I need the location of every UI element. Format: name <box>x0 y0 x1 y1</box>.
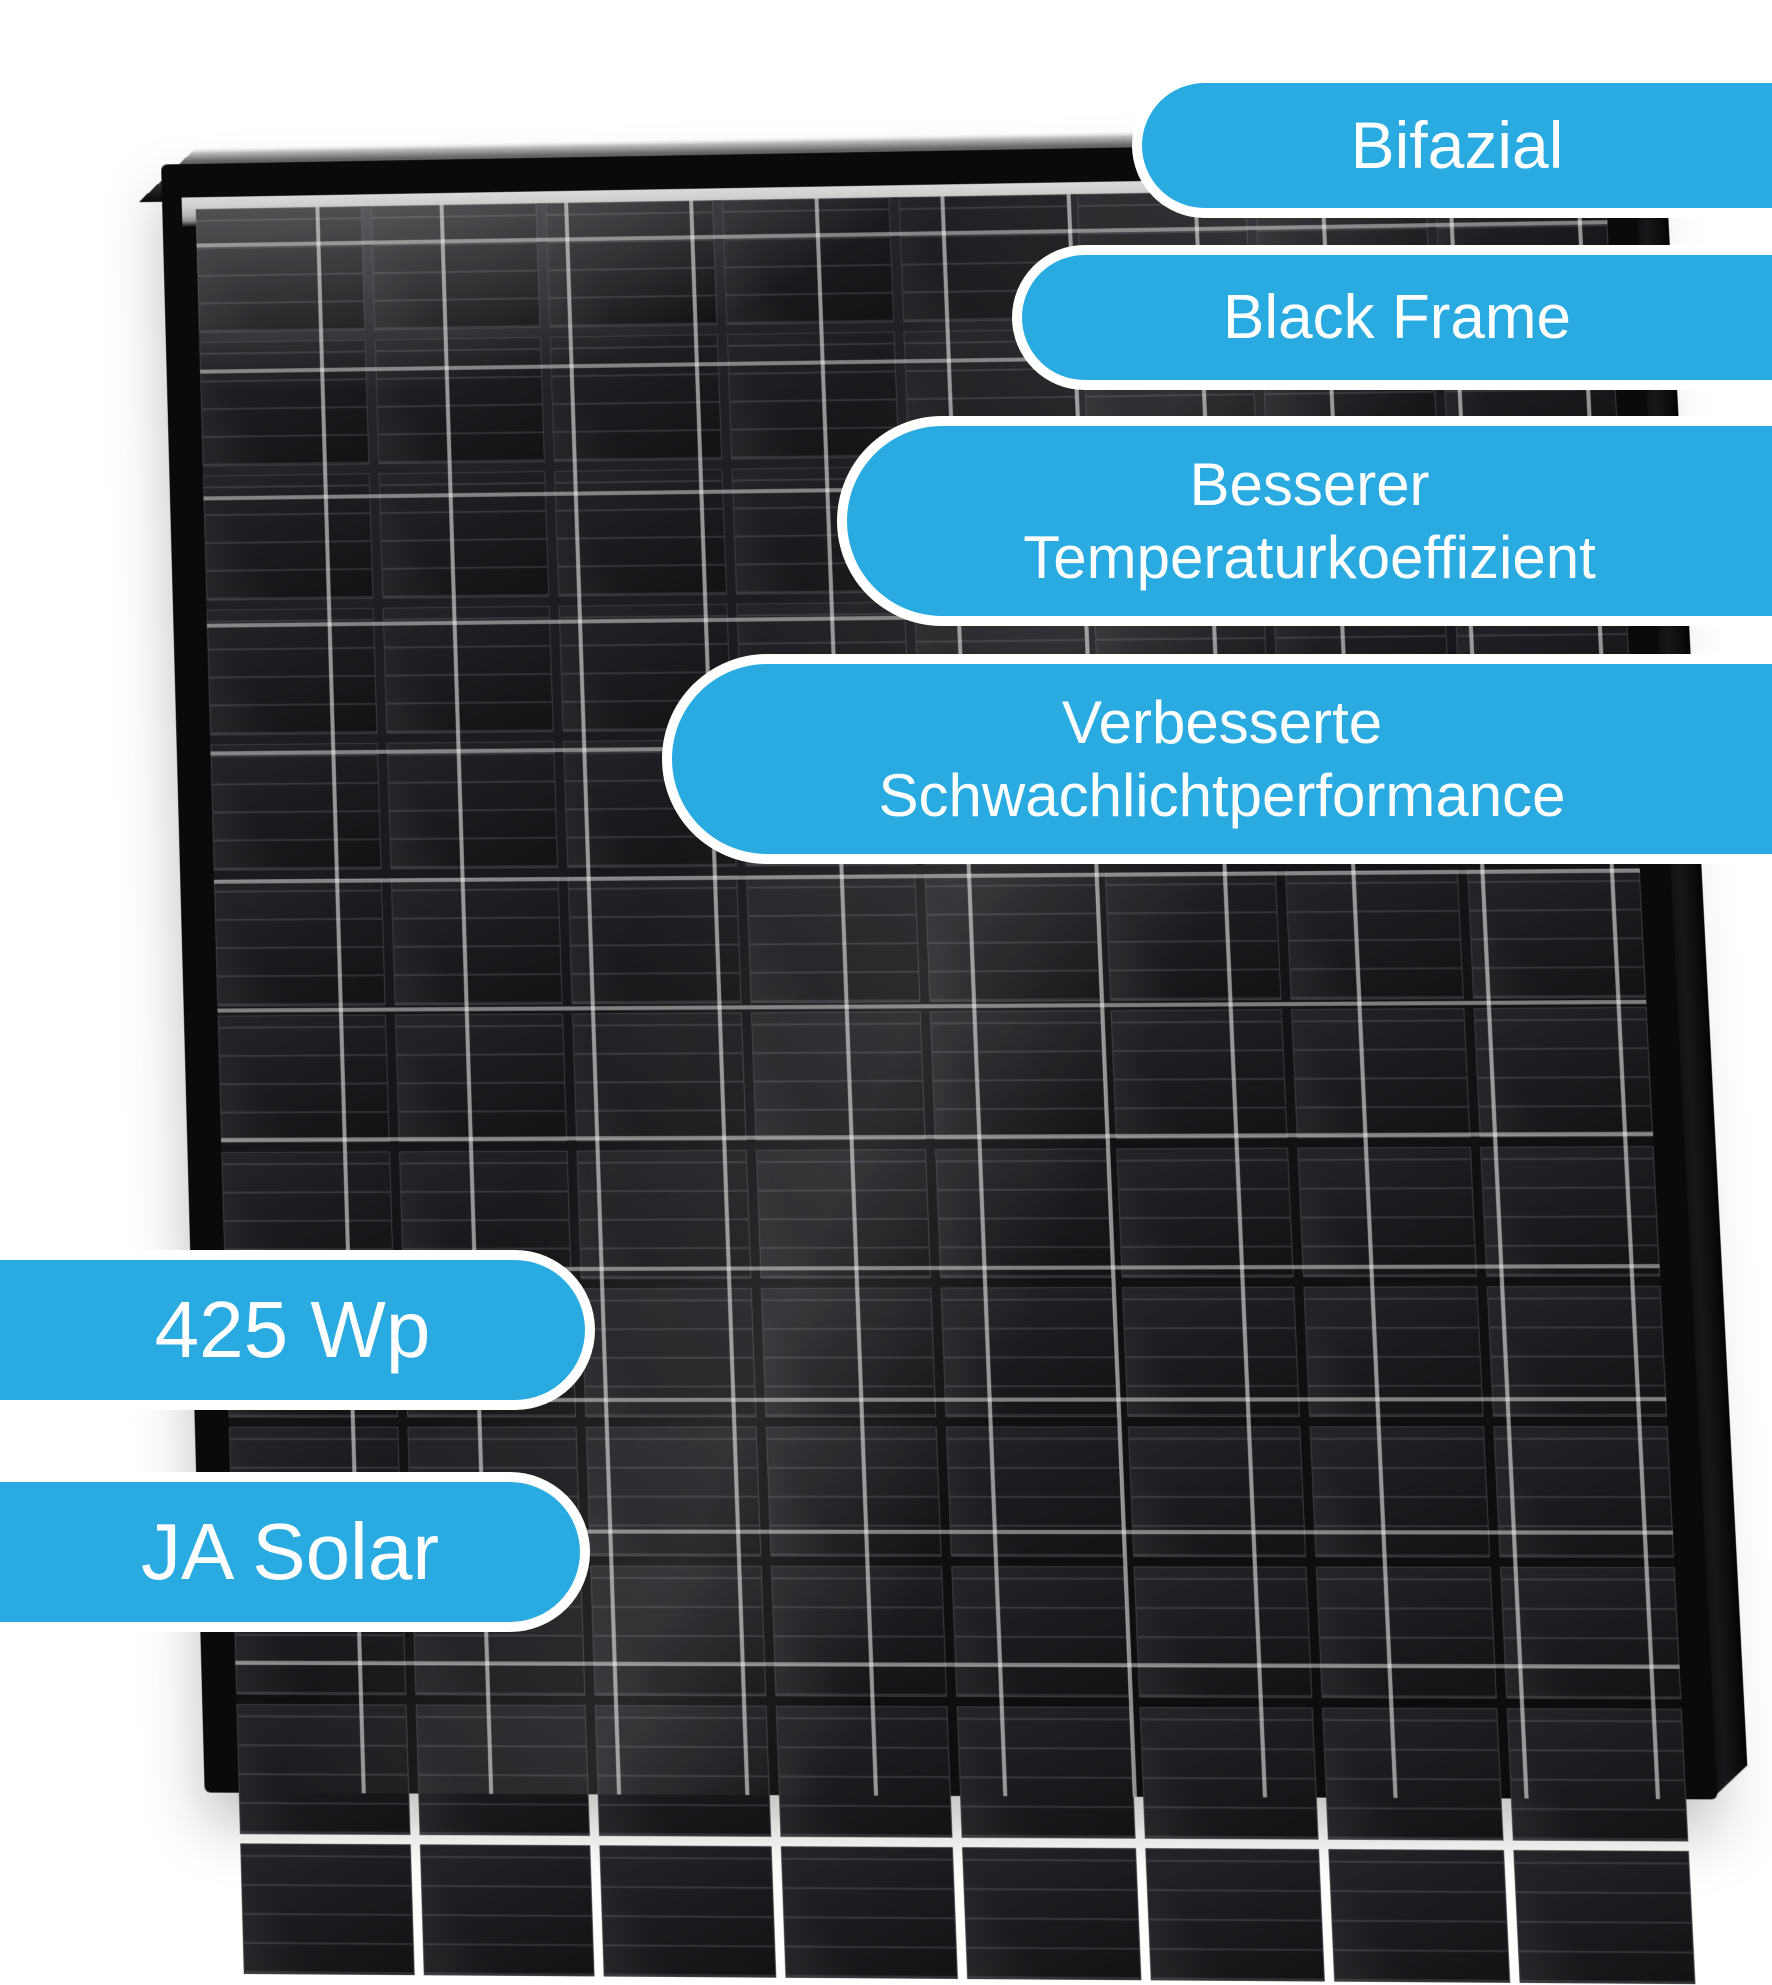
solar-cell <box>946 1426 1124 1557</box>
solar-cell <box>415 1705 590 1836</box>
solar-cell <box>554 469 726 597</box>
solar-cell <box>218 1015 390 1143</box>
solar-cell <box>203 473 373 600</box>
solar-cell <box>1493 1426 1674 1558</box>
solar-cell <box>750 1011 925 1140</box>
pill-label: Besserer Temperaturkoeffizient <box>1023 448 1596 594</box>
solar-cell <box>382 606 554 734</box>
solar-cell <box>390 877 562 1005</box>
solar-cell <box>940 1287 1117 1417</box>
solar-cell <box>378 471 549 599</box>
solar-cell <box>1133 1566 1312 1698</box>
solar-cell <box>755 1149 931 1279</box>
pill-label: Black Frame <box>1223 280 1571 356</box>
solar-cell <box>210 743 381 871</box>
spec-pill-wattage: 425 Wp <box>0 1250 595 1410</box>
solar-cell <box>951 1566 1129 1697</box>
solar-cell <box>930 1010 1106 1140</box>
solar-cell <box>386 741 558 869</box>
solar-cell <box>1104 871 1281 1001</box>
solar-cell <box>1297 1147 1476 1277</box>
pill-label: JA Solar <box>141 1503 439 1601</box>
feature-pill-bifazial: Bifazial <box>1132 73 1772 218</box>
solar-cell <box>374 337 545 464</box>
solar-cell <box>370 203 540 330</box>
solar-cell <box>765 1427 941 1557</box>
solar-cell <box>957 1706 1135 1838</box>
solar-cell <box>1127 1426 1306 1557</box>
solar-cell <box>746 874 921 1003</box>
pill-label: 425 Wp <box>155 1281 431 1379</box>
solar-cell <box>721 197 894 325</box>
feature-pill-tempco: Besserer Temperaturkoeffizient <box>837 416 1772 626</box>
solar-cell <box>545 200 717 328</box>
solar-cell <box>1316 1567 1497 1699</box>
solar-cell <box>240 1843 414 1975</box>
solar-cell <box>572 1012 746 1141</box>
solar-cell <box>1506 1708 1688 1841</box>
solar-cell <box>1303 1286 1483 1417</box>
solar-cell <box>1139 1707 1319 1840</box>
solar-cell <box>581 1288 756 1417</box>
solar-cell <box>1486 1286 1667 1417</box>
feature-pill-black-frame: Black Frame <box>1012 245 1772 390</box>
pill-label: Verbesserte Schwachlichtperformance <box>879 686 1566 832</box>
solar-cell <box>1328 1849 1509 1983</box>
solar-cell <box>550 334 722 462</box>
solar-cell <box>1467 869 1647 999</box>
solar-cell <box>1285 870 1463 1000</box>
solar-cell <box>599 1845 775 1978</box>
pill-label: Bifazial <box>1351 105 1564 186</box>
solar-cell <box>419 1844 594 1976</box>
solar-cell <box>1110 1009 1288 1139</box>
solar-cell <box>770 1566 947 1697</box>
solar-cell <box>214 878 385 1006</box>
solar-cell <box>760 1288 936 1418</box>
solar-cell <box>1499 1567 1681 1699</box>
solar-cell <box>595 1705 771 1837</box>
solar-cell <box>199 340 369 467</box>
solar-cell <box>1513 1850 1696 1984</box>
solar-cell <box>207 608 377 736</box>
solar-cell <box>1121 1287 1299 1417</box>
solar-cell <box>586 1427 761 1557</box>
solar-cell <box>1116 1148 1294 1278</box>
solar-cell <box>962 1847 1141 1980</box>
solar-cell <box>1310 1426 1490 1557</box>
solar-cell <box>925 873 1101 1002</box>
solar-cell <box>1291 1008 1470 1138</box>
solar-cell <box>1322 1708 1503 1841</box>
solar-cell <box>935 1148 1112 1278</box>
solar-cell <box>1473 1007 1653 1138</box>
solar-cell <box>196 206 365 333</box>
solar-cell <box>1145 1848 1325 1982</box>
feature-pill-low-light: Verbesserte Schwachlichtperformance <box>662 654 1772 864</box>
solar-cell <box>590 1566 766 1697</box>
solar-cell <box>568 876 742 1005</box>
spec-pill-brand: JA Solar <box>0 1472 590 1632</box>
solar-cell <box>780 1846 958 1979</box>
solar-cell <box>394 1014 567 1143</box>
solar-cell <box>577 1150 751 1279</box>
solar-cell <box>1480 1146 1660 1277</box>
solar-cell <box>236 1704 410 1835</box>
